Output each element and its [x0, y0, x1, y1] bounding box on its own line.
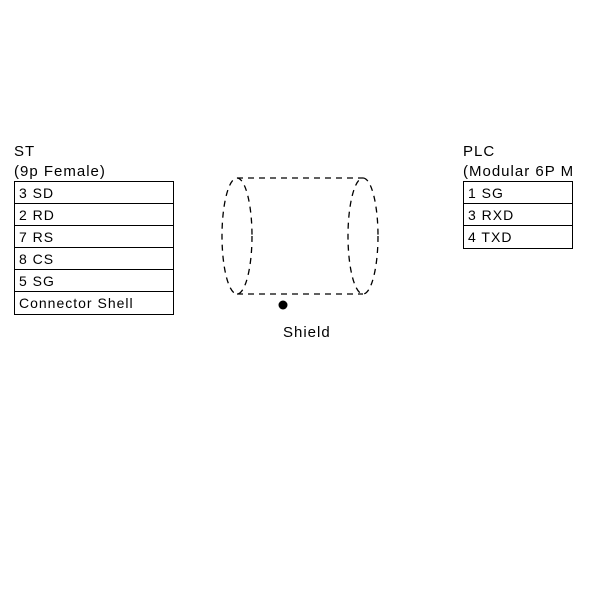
wiring-diagram: ST (9p Female) PLC (Modular 6P M 3 SD 2 …	[0, 0, 611, 611]
pin-row: 5 SG	[15, 270, 173, 292]
pin-row: 3 RXD	[464, 204, 572, 226]
pin-row: 3 SD	[15, 182, 173, 204]
right-pin-table: 1 SG 3 RXD 4 TXD	[463, 181, 573, 249]
pin-row: Connector Shell	[15, 292, 173, 314]
right-connector-title-1: PLC	[463, 143, 495, 160]
pin-row: 1 SG	[464, 182, 572, 204]
pin-row: 8 CS	[15, 248, 173, 270]
pin-row: 2 RD	[15, 204, 173, 226]
left-pin-table: 3 SD 2 RD 7 RS 8 CS 5 SG Connector Shell	[14, 181, 174, 315]
shield-label: Shield	[283, 324, 331, 341]
pin-row: 4 TXD	[464, 226, 572, 248]
left-connector-title-2: (9p Female)	[14, 163, 106, 180]
pin-row: 7 RS	[15, 226, 173, 248]
right-connector-title-2: (Modular 6P M	[463, 163, 574, 180]
left-connector-title-1: ST	[14, 143, 35, 160]
